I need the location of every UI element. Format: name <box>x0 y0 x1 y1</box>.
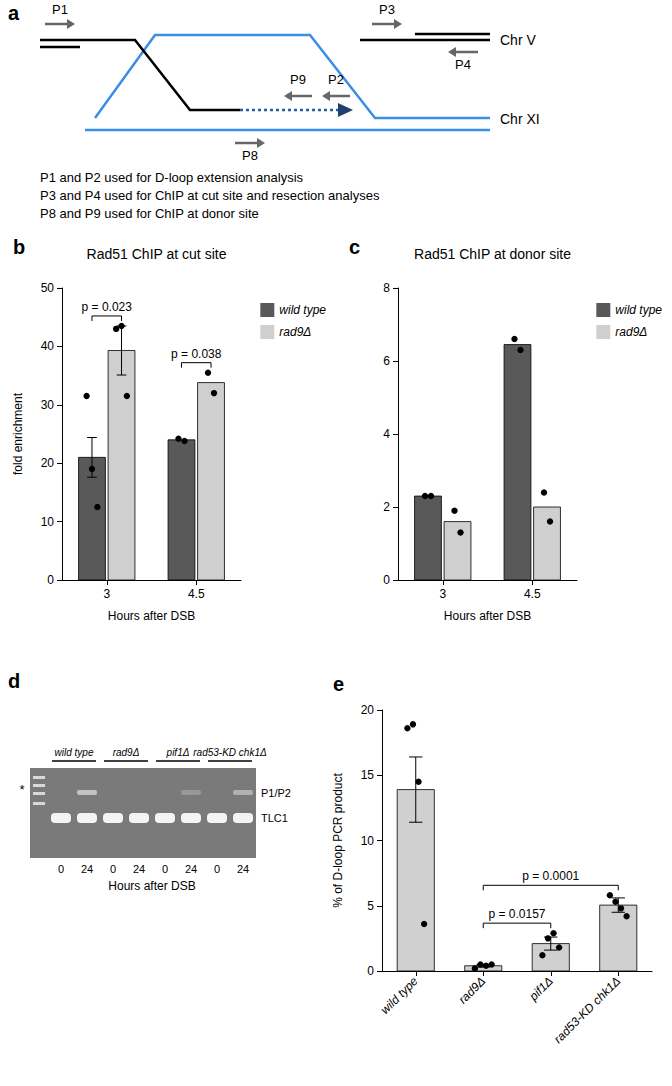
svg-text:8: 8 <box>383 281 390 295</box>
svg-text:rad53-KD chk1Δ: rad53-KD chk1Δ <box>193 747 267 758</box>
svg-text:24: 24 <box>237 863 249 875</box>
svg-text:pif1Δ: pif1Δ <box>526 974 556 1004</box>
svg-text:rad9Δ: rad9Δ <box>279 325 311 339</box>
svg-text:P3 and P4 used for ChIP at cut: P3 and P4 used for ChIP at cut site and … <box>40 188 380 203</box>
svg-text:P3: P3 <box>379 2 395 17</box>
svg-text:P8: P8 <box>242 148 258 163</box>
svg-text:P9: P9 <box>290 72 306 87</box>
svg-text:wild type: wild type <box>615 303 662 317</box>
svg-text:rad9Δ: rad9Δ <box>615 325 647 339</box>
svg-text:Hours after DSB: Hours after DSB <box>108 879 195 893</box>
svg-text:3: 3 <box>103 587 110 601</box>
svg-text:a: a <box>8 2 20 24</box>
svg-text:e: e <box>333 673 344 695</box>
svg-text:p = 0.0001: p = 0.0001 <box>522 869 579 883</box>
svg-text:10: 10 <box>41 515 55 529</box>
svg-text:wild type: wild type <box>279 303 326 317</box>
svg-text:Rad51 ChIP at cut site: Rad51 ChIP at cut site <box>87 246 227 262</box>
svg-text:P1 and P2 used for D-loop exte: P1 and P2 used for D-loop extension anal… <box>40 170 304 185</box>
svg-text:P1: P1 <box>52 2 68 17</box>
svg-text:p = 0.023: p = 0.023 <box>82 300 133 314</box>
svg-text:TLC1: TLC1 <box>261 812 288 824</box>
svg-text:10: 10 <box>361 834 375 848</box>
svg-text:0: 0 <box>162 863 168 875</box>
svg-text:2: 2 <box>383 500 390 514</box>
svg-text:24: 24 <box>185 863 197 875</box>
svg-text:p = 0.038: p = 0.038 <box>171 347 222 361</box>
svg-text:P2: P2 <box>328 72 344 87</box>
svg-text:rad9Δ: rad9Δ <box>113 747 140 758</box>
svg-text:wild type: wild type <box>378 974 421 1017</box>
svg-text:4: 4 <box>383 427 390 441</box>
svg-text:20: 20 <box>41 456 55 470</box>
svg-text:d: d <box>8 670 20 692</box>
svg-text:4.5: 4.5 <box>188 587 205 601</box>
svg-text:50: 50 <box>41 281 55 295</box>
svg-text:p = 0.0157: p = 0.0157 <box>488 907 545 921</box>
svg-text:Hours after DSB: Hours after DSB <box>444 609 531 623</box>
svg-text:% of D-loop PCR product: % of D-loop PCR product <box>331 772 345 907</box>
svg-text:Rad51 ChIP at donor site: Rad51 ChIP at donor site <box>414 246 571 262</box>
svg-text:*: * <box>19 782 24 797</box>
svg-text:40: 40 <box>41 339 55 353</box>
svg-text:Chr V: Chr V <box>500 32 536 48</box>
svg-text:4.5: 4.5 <box>524 587 541 601</box>
svg-text:15: 15 <box>361 768 375 782</box>
svg-text:Chr XI: Chr XI <box>500 111 540 127</box>
svg-text:24: 24 <box>81 863 93 875</box>
svg-text:rad9Δ: rad9Δ <box>456 974 489 1007</box>
svg-text:wild type: wild type <box>55 747 94 758</box>
svg-text:P8 and P9 used for ChIP at don: P8 and P9 used for ChIP at donor site <box>40 206 259 221</box>
svg-text:0: 0 <box>367 964 374 978</box>
svg-text:6: 6 <box>383 354 390 368</box>
svg-text:24: 24 <box>133 863 145 875</box>
svg-text:pif1Δ: pif1Δ <box>166 747 190 758</box>
svg-text:0: 0 <box>214 863 220 875</box>
svg-text:5: 5 <box>367 899 374 913</box>
svg-text:0: 0 <box>383 573 390 587</box>
svg-text:0: 0 <box>110 863 116 875</box>
svg-text:P4: P4 <box>455 57 471 72</box>
svg-text:0: 0 <box>47 573 54 587</box>
svg-text:P1/P2: P1/P2 <box>261 787 291 799</box>
svg-text:Hours after DSB: Hours after DSB <box>108 609 195 623</box>
svg-text:fold enrichment: fold enrichment <box>11 392 25 475</box>
svg-text:c: c <box>349 236 360 258</box>
svg-text:b: b <box>13 236 25 258</box>
svg-text:30: 30 <box>41 398 55 412</box>
svg-text:20: 20 <box>361 703 375 717</box>
svg-text:0: 0 <box>58 863 64 875</box>
svg-text:rad53-KD chk1Δ: rad53-KD chk1Δ <box>551 974 623 1046</box>
svg-text:3: 3 <box>439 587 446 601</box>
